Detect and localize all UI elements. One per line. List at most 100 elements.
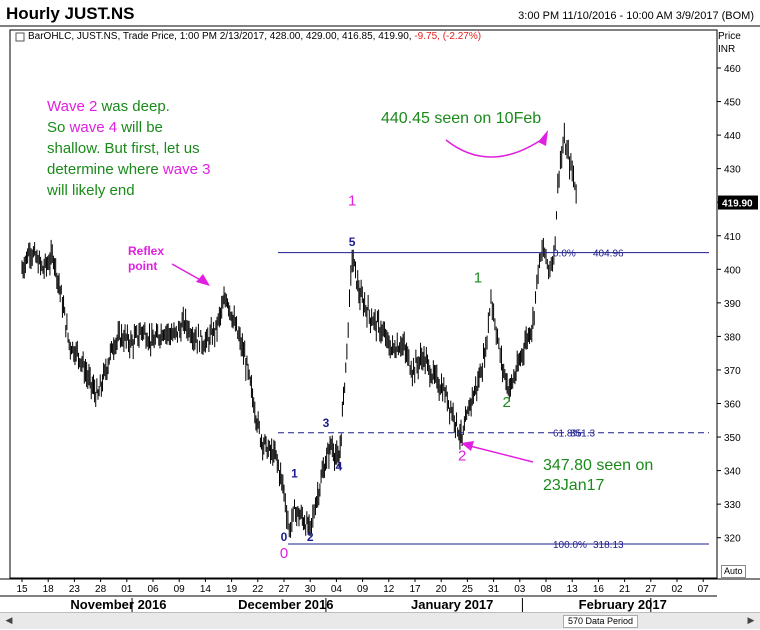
wave-note-segment: will likely end <box>47 182 135 199</box>
x-tick-label: 20 <box>436 584 448 595</box>
x-tick-label: 16 <box>593 584 605 595</box>
x-tick-label: 23 <box>69 584 81 595</box>
y-tick-label: 380 <box>724 332 741 343</box>
fibonacci-levels: 0.0% 404.96 61.8%351.3 100.0% 318.13 <box>278 249 709 551</box>
data-period-box[interactable]: 570 Data Period <box>563 615 639 628</box>
wave-note-segment: wave 4 <box>69 119 118 136</box>
x-tick-label: 31 <box>488 584 500 595</box>
x-tick-label: 09 <box>357 584 369 595</box>
x-tick-label: 04 <box>331 584 343 595</box>
x-tick-label: 06 <box>147 584 159 595</box>
y-tick-label: 340 <box>724 467 741 478</box>
y-tick-label: 410 <box>724 232 741 243</box>
x-tick-label: 12 <box>383 584 395 595</box>
reflex-arrow-head-icon <box>196 274 210 286</box>
wave-labels: 00 1 2 3 4 5 1 2 1 2 <box>280 193 511 562</box>
x-tick-label: 17 <box>409 584 421 595</box>
month-label: January 2017 <box>411 597 493 612</box>
legend-line: BarOHLC, JUST.NS, Trade Price, 1:00 PM 2… <box>28 31 481 42</box>
legend-values: BarOHLC, JUST.NS, Trade Price, 1:00 PM 2… <box>28 31 414 42</box>
low-note-line-1: 347.80 seen on <box>543 457 654 474</box>
x-tick-label: 09 <box>174 584 186 595</box>
wave-note-segment: wave 3 <box>162 161 211 178</box>
y-tick-label: 400 <box>724 265 741 276</box>
wave-note-line: determine where wave 3 <box>47 159 210 180</box>
plot-border <box>9 29 718 579</box>
price-axis: 3203303403503603703803904004104204304404… <box>717 64 758 545</box>
high-curve <box>445 137 545 158</box>
x-tick-label: 30 <box>305 584 317 595</box>
wave-label-magenta: 2 <box>458 448 466 465</box>
x-tick-label: 01 <box>121 584 133 595</box>
wave-label-magenta: 0 <box>280 545 288 562</box>
x-tick-label: 03 <box>514 584 526 595</box>
fib-value-label: 351.3 <box>570 429 595 440</box>
fib-value-label: 318.13 <box>593 540 624 551</box>
wave-note-line: So wave 4 will be <box>47 117 210 138</box>
y-tick-label: 330 <box>724 500 741 511</box>
y-tick-label: 370 <box>724 366 741 377</box>
y-tick-label: 430 <box>724 165 741 176</box>
high-arrow-head-icon <box>538 130 548 146</box>
x-tick-label: 18 <box>43 584 55 595</box>
wave-note-segment: will be <box>117 119 163 136</box>
x-tick-label: 13 <box>567 584 579 595</box>
fib-percent-label: 61.8% <box>553 429 581 440</box>
wave-label-magenta: 1 <box>348 193 356 210</box>
legend-toggle-icon <box>15 32 25 42</box>
auto-scale-button[interactable]: Auto <box>721 565 746 578</box>
wave-note-segment: shallow. But first, let us <box>47 140 200 157</box>
y-tick-label: 360 <box>724 400 741 411</box>
wave-label-navy: 3 <box>323 416 330 430</box>
reflex-line-2: point <box>128 259 158 273</box>
month-label: December 2016 <box>238 597 333 612</box>
month-label: February 2017 <box>579 597 667 612</box>
wave-note-line: shallow. But first, let us <box>47 138 210 159</box>
time-scrollbar[interactable]: ◀ 570 Data Period ▶ <box>0 612 760 629</box>
time-axis: 15 18 23 28 01 06 09 14 19 22 27 30 04 09 12 17 20 25 31 03… <box>16 578 709 612</box>
y-tick-label: 460 <box>724 64 741 75</box>
y-axis-label-inr: INR <box>718 44 735 55</box>
y-tick-label: 390 <box>724 299 741 310</box>
reflex-label: Reflex point <box>128 244 164 274</box>
high-note: 440.45 seen on 10Feb <box>381 110 542 127</box>
wave-label-navy: 1 <box>291 466 298 480</box>
x-tick-label: 22 <box>252 584 264 595</box>
reflex-line-1: Reflex <box>128 244 165 258</box>
y-tick-label: 350 <box>724 433 741 444</box>
y-tick-label: 440 <box>724 131 741 142</box>
x-tick-label: 14 <box>200 584 212 595</box>
last-price-label: 419.90 <box>722 199 753 210</box>
wave-note-segment: determine where <box>47 161 163 178</box>
fib-percent-label: 0.0% <box>553 249 576 260</box>
x-tick-label: 28 <box>95 584 107 595</box>
time-range: 3:00 PM 11/10/2016 - 10:00 AM 3/9/2017 (… <box>518 10 754 22</box>
x-tick-label: 08 <box>540 584 552 595</box>
month-label: November 2016 <box>70 597 166 612</box>
chart-title: Hourly JUST.NS <box>6 4 135 23</box>
plot-frame <box>0 25 760 597</box>
scroll-right-arrow-icon[interactable]: ▶ <box>747 615 755 625</box>
low-arrow-head-icon <box>461 441 474 451</box>
wave-note-line: Wave 2 was deep. <box>47 96 210 117</box>
x-tick-label: 21 <box>619 584 631 595</box>
y-axis-label-price: Price <box>718 31 741 42</box>
x-tick-label: 07 <box>698 584 710 595</box>
wave-label-navy: 2 <box>307 530 314 544</box>
wave-note-segment: So <box>47 119 70 136</box>
scroll-left-arrow-icon[interactable]: ◀ <box>5 615 13 625</box>
x-tick-label: 15 <box>16 584 28 595</box>
ohlc-bars <box>21 122 577 538</box>
x-tick-label: 02 <box>671 584 683 595</box>
y-tick-label: 320 <box>724 534 741 545</box>
wave-label-green: 1 <box>474 270 482 287</box>
x-tick-label: 25 <box>462 584 474 595</box>
wave-note-line: will likely end <box>47 180 210 201</box>
x-tick-label: 27 <box>645 584 657 595</box>
x-tick-label: 27 <box>278 584 290 595</box>
x-tick-label: 19 <box>226 584 238 595</box>
annotation-arrows <box>171 130 548 463</box>
fib-percent-label: 100.0% <box>553 540 587 551</box>
y-tick-label: 450 <box>724 98 741 109</box>
